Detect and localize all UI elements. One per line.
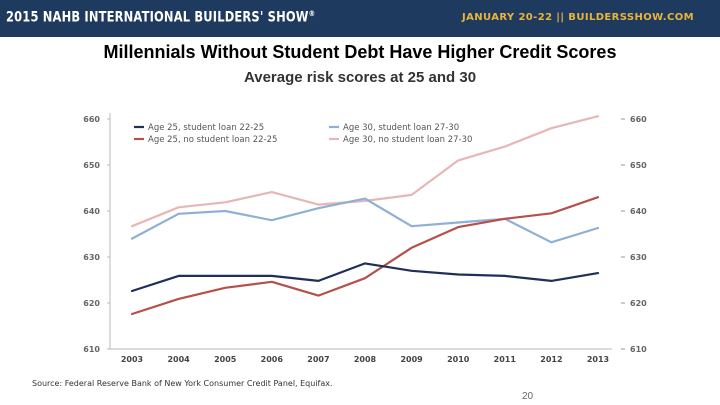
legend-entry: Age 30, no student loan 27-30	[343, 135, 472, 145]
x-tick-label: 2004	[167, 355, 190, 364]
series-line	[130, 262, 600, 293]
event-banner: 2015 NAHB INTERNATIONAL BUILDERS' SHOW® …	[0, 0, 720, 37]
y-tick-label-right: 660	[630, 115, 647, 124]
y-tick-label-right: 630	[630, 253, 647, 262]
source-note: Source: Federal Reserve Bank of New York…	[32, 379, 333, 388]
series-line	[130, 197, 600, 244]
y-tick-label-right: 650	[630, 161, 647, 170]
x-tick-label: 2011	[494, 355, 517, 364]
legend-entry: Age 25, no student loan 22-25	[148, 135, 277, 145]
y-tick-label-left: 610	[83, 345, 100, 354]
event-dates-site: JANUARY 20-22 || BUILDERSSHOW.COM	[461, 12, 694, 23]
series-line	[130, 115, 600, 228]
page-number: 20	[522, 391, 534, 402]
x-tick-label: 2012	[540, 355, 562, 364]
y-tick-label-right: 610	[630, 345, 647, 354]
y-tick-label-left: 620	[83, 299, 100, 308]
x-tick-label: 2010	[447, 355, 470, 364]
x-tick-label: 2009	[400, 355, 423, 364]
x-tick-label: 2006	[261, 355, 284, 364]
trademark-mark: ®	[308, 9, 316, 18]
legend-entry: Age 25, student loan 22-25	[148, 123, 264, 133]
x-tick-label: 2003	[121, 355, 143, 364]
y-tick-label-left: 640	[83, 207, 100, 216]
x-tick-label: 2013	[587, 355, 609, 364]
y-tick-label-left: 630	[83, 253, 100, 262]
x-tick-label: 2007	[307, 355, 329, 364]
event-title: 2015 NAHB INTERNATIONAL BUILDERS' SHOW®	[6, 9, 316, 26]
slide-title: Millennials Without Student Debt Have Hi…	[103, 42, 617, 62]
y-tick-label-right: 620	[630, 299, 647, 308]
y-tick-label-right: 640	[630, 207, 647, 216]
series-line	[130, 196, 600, 316]
y-tick-label-left: 650	[83, 161, 100, 170]
x-tick-label: 2005	[214, 355, 237, 364]
y-tick-label-left: 660	[83, 115, 100, 124]
legend-entry: Age 30, student loan 27-30	[343, 123, 459, 133]
chart-title: Average risk scores at 25 and 30	[243, 69, 477, 86]
x-tick-label: 2008	[354, 355, 377, 364]
